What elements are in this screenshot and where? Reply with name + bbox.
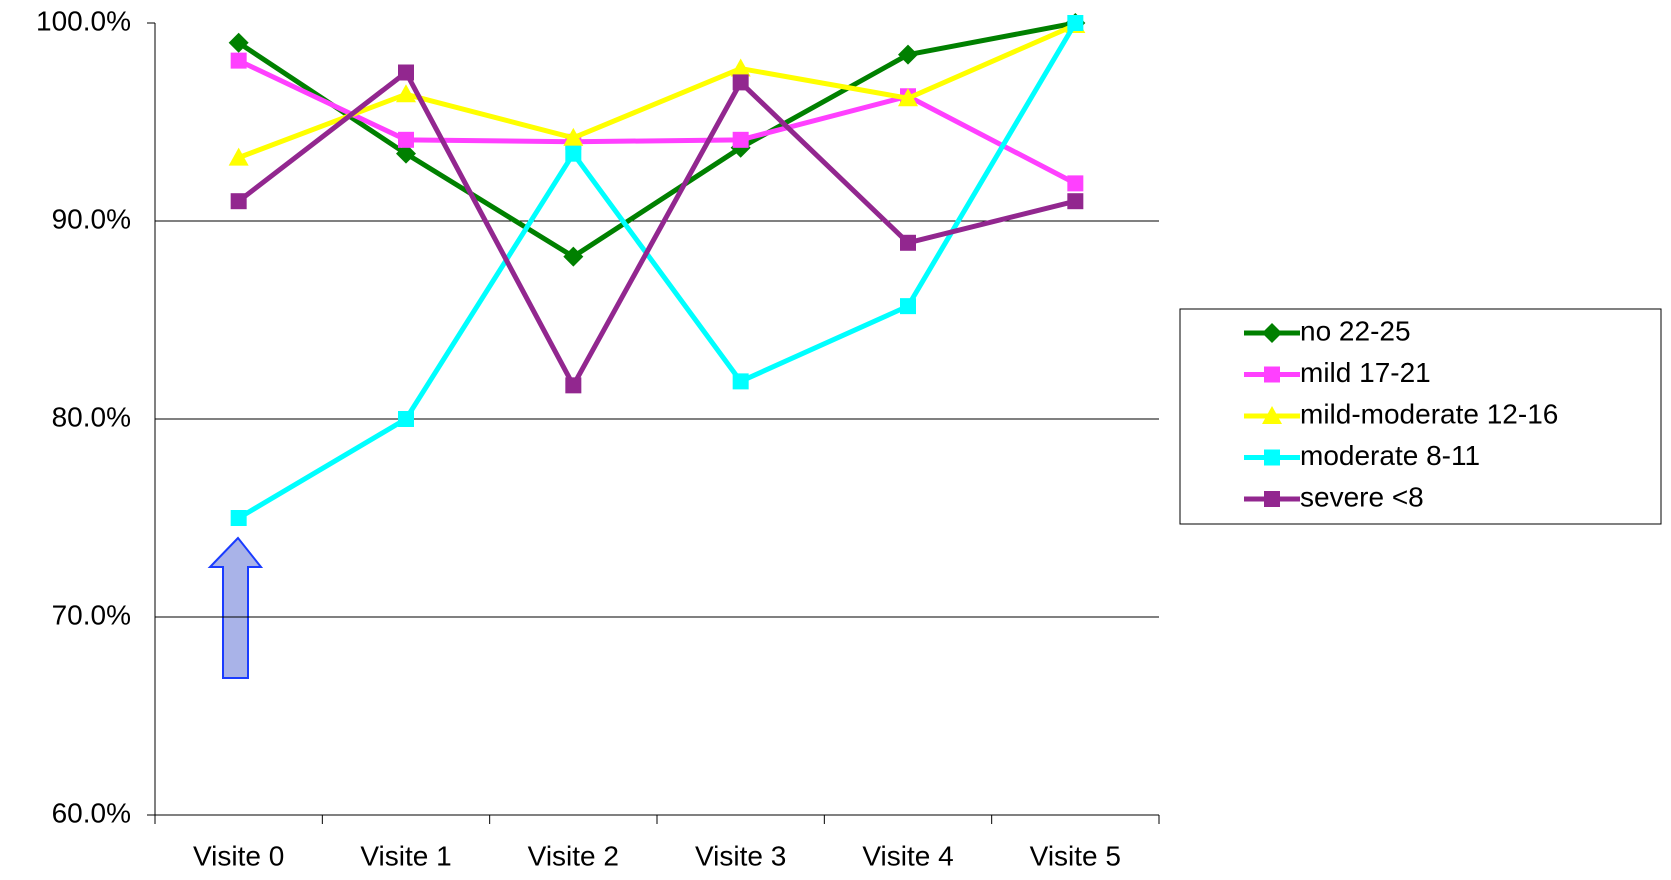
marker bbox=[398, 64, 414, 81]
legend-label: no 22-25 bbox=[1300, 315, 1411, 346]
y-tick-label: 80.0% bbox=[52, 401, 131, 432]
series-line bbox=[237, 22, 1077, 160]
y-tick-label: 100.0% bbox=[36, 5, 131, 36]
marker bbox=[898, 88, 918, 107]
marker bbox=[1262, 323, 1282, 343]
marker bbox=[228, 32, 249, 53]
marker bbox=[1067, 175, 1084, 192]
legend-label: severe <8 bbox=[1300, 481, 1424, 512]
legend-label: moderate 8-11 bbox=[1300, 440, 1480, 471]
marker bbox=[396, 143, 416, 164]
y-tick-label: 90.0% bbox=[52, 203, 131, 234]
x-tick-label: Visite 4 bbox=[862, 840, 953, 871]
marker bbox=[1264, 366, 1280, 383]
marker bbox=[230, 510, 247, 526]
marker bbox=[900, 234, 916, 251]
marker bbox=[230, 52, 247, 69]
marker bbox=[732, 373, 749, 390]
x-tick-label: Visite 2 bbox=[528, 840, 619, 871]
legend-label: mild-moderate 12-16 bbox=[1300, 398, 1558, 429]
y-tick-label: 70.0% bbox=[52, 599, 131, 630]
marker bbox=[1067, 15, 1084, 31]
marker bbox=[565, 377, 582, 394]
marker bbox=[1264, 449, 1280, 466]
arrow bbox=[207, 536, 264, 679]
x-tick-label: Visite 1 bbox=[360, 840, 451, 871]
legend-label: mild 17-21 bbox=[1300, 357, 1431, 388]
series-line bbox=[237, 58, 1077, 186]
marker bbox=[563, 246, 584, 267]
marker bbox=[398, 411, 414, 427]
series-line bbox=[237, 20, 1076, 260]
marker bbox=[730, 58, 751, 77]
marker bbox=[1262, 406, 1282, 424]
y-tick-label: 60.0% bbox=[52, 797, 131, 828]
marker bbox=[230, 193, 247, 210]
series-line bbox=[237, 70, 1076, 388]
marker bbox=[732, 74, 749, 91]
marker bbox=[1264, 491, 1280, 507]
marker bbox=[398, 131, 414, 148]
marker bbox=[228, 147, 249, 166]
marker bbox=[1067, 193, 1084, 210]
marker bbox=[396, 84, 416, 103]
marker bbox=[732, 131, 749, 148]
marker bbox=[900, 298, 916, 315]
marker bbox=[563, 127, 584, 146]
marker bbox=[565, 145, 582, 162]
x-tick-label: Visite 5 bbox=[1030, 840, 1121, 871]
series-line bbox=[237, 21, 1078, 521]
x-tick-label: Visite 0 bbox=[193, 840, 284, 871]
marker bbox=[898, 44, 918, 65]
x-tick-label: Visite 3 bbox=[695, 840, 786, 871]
